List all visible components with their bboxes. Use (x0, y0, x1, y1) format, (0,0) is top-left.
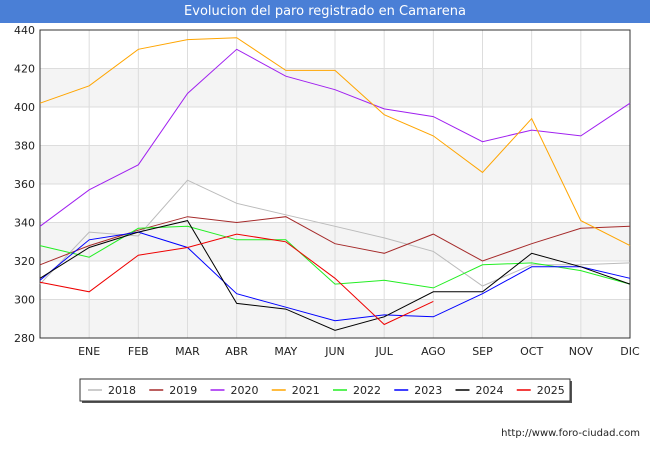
series-line-2020 (39, 48, 631, 227)
legend-label-2021: 2021 (292, 384, 320, 397)
x-tick-label: MAR (175, 345, 200, 358)
series-line-2024 (39, 220, 631, 331)
legend-label-2025: 2025 (537, 384, 565, 397)
x-tick-label: DIC (620, 345, 640, 358)
x-tick-label: JUN (324, 345, 345, 358)
y-tick-label: 340 (14, 217, 35, 230)
x-tick-label: OCT (520, 345, 543, 358)
series-line-2025 (39, 233, 434, 326)
x-tick-label: AGO (421, 345, 446, 358)
footer-url: http://www.foro-ciudad.com (501, 428, 640, 439)
chart-title: Evolucion del paro registrado en Camaren… (0, 0, 650, 23)
line-chart: 280 300 320 340 360 380 400 420 440 ENE FEB MAR ABR M… (14, 24, 640, 403)
series-line-2022 (39, 225, 631, 289)
y-tick-label: 280 (14, 332, 35, 345)
x-tick-label: ABR (225, 345, 248, 358)
legend-label-2023: 2023 (414, 384, 442, 397)
legend-box (79, 378, 571, 402)
legend-label-2022: 2022 (353, 384, 381, 397)
series-line-2018 (39, 179, 631, 287)
x-tick-label: MAY (274, 345, 297, 358)
x-tick-label: ENE (78, 345, 100, 358)
y-tick-label: 420 (14, 63, 35, 76)
plot-border (39, 29, 631, 339)
y-tick-label: 360 (14, 178, 35, 191)
x-tick-label: JUL (374, 345, 393, 358)
y-tick-label: 300 (14, 294, 35, 307)
series-line-2019 (39, 216, 631, 266)
x-tick-label: NOV (569, 345, 594, 358)
y-tick-label: 380 (14, 140, 35, 153)
y-tick-label: 440 (14, 24, 35, 37)
legend-label-2020: 2020 (231, 384, 259, 397)
legend-label-2024: 2024 (476, 384, 504, 397)
y-tick-label: 400 (14, 101, 35, 114)
x-tick-label: SEP (472, 345, 493, 358)
legend-label-2018: 2018 (108, 384, 136, 397)
y-tick-label: 320 (14, 255, 35, 268)
legend-label-2019: 2019 (169, 384, 197, 397)
series-line-2021 (39, 37, 631, 247)
x-tick-label: FEB (128, 345, 149, 358)
